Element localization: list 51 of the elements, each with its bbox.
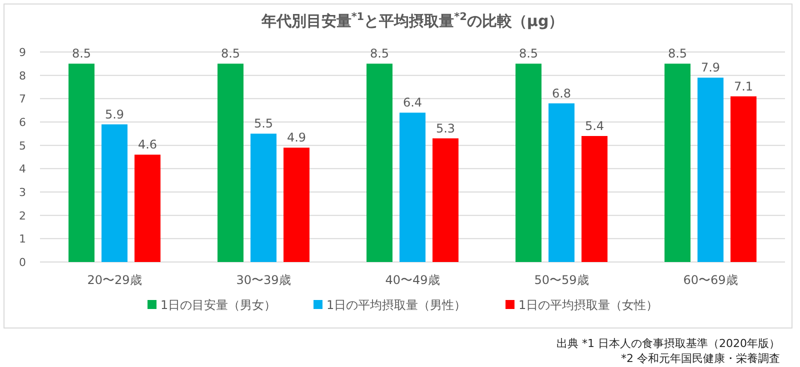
x-tick-label: 60〜69歳	[683, 273, 738, 287]
data-label: 5.5	[254, 116, 274, 131]
data-label: 8.5	[72, 46, 92, 61]
data-label: 5.3	[436, 121, 456, 136]
bar	[664, 64, 690, 262]
y-tick-label: 9	[19, 46, 26, 59]
y-tick-label: 0	[19, 256, 26, 269]
data-label: 8.5	[668, 46, 688, 61]
chart-title: 年代別目安量$^{*1}$と平均摂取量$^{*2}$の比較（μg）	[260, 11, 564, 30]
y-tick-label: 2	[19, 209, 26, 222]
data-label: 4.9	[286, 130, 306, 145]
bar	[250, 134, 276, 262]
x-tick-label: 30〜39歳	[236, 273, 291, 287]
data-label: 7.1	[734, 79, 754, 94]
data-label: 4.6	[138, 138, 158, 152]
bar	[366, 64, 392, 262]
y-tick-label: 5	[19, 139, 26, 152]
legend-label: 1日の平均摂取量（女性）	[518, 298, 658, 312]
bar	[432, 138, 458, 262]
bar	[68, 64, 94, 262]
y-tick-label: 6	[19, 116, 26, 129]
bar	[102, 124, 128, 262]
y-tick-label: 7	[19, 92, 26, 106]
data-label: 8.5	[220, 46, 240, 61]
data-label: 6.8	[552, 86, 572, 100]
data-label: 6.4	[402, 96, 422, 110]
x-tick-label: 40〜49歳	[385, 273, 440, 287]
bar	[548, 103, 574, 262]
data-label: 8.5	[518, 46, 538, 61]
bar	[400, 112, 426, 262]
data-label: 7.9	[700, 60, 720, 75]
x-tick-label: 20〜29歳	[87, 273, 142, 287]
y-tick-label: 4	[19, 162, 26, 176]
y-tick-label: 3	[19, 186, 26, 199]
source-note: 出典 *1 日本人の食事摂取基準（2020年版）	[556, 337, 780, 350]
bar	[582, 136, 608, 262]
legend-label: 1日の目安量（男女）	[160, 298, 276, 312]
data-label: 5.4	[584, 119, 604, 133]
bar	[134, 154, 160, 262]
x-tick-label: 50〜59歳	[534, 273, 589, 287]
data-label: 8.5	[370, 46, 390, 61]
legend-label: 1日の平均摂取量（男性）	[326, 298, 466, 312]
bar	[698, 78, 724, 262]
bar	[218, 64, 244, 262]
y-tick-label: 8	[19, 69, 26, 82]
y-tick-label: 1	[19, 232, 26, 246]
bar	[516, 64, 542, 262]
text: *2 令和元年国民健康・栄養調査	[621, 352, 780, 365]
data-label: 5.9	[104, 107, 124, 122]
bar	[284, 148, 310, 262]
bar	[730, 96, 756, 262]
